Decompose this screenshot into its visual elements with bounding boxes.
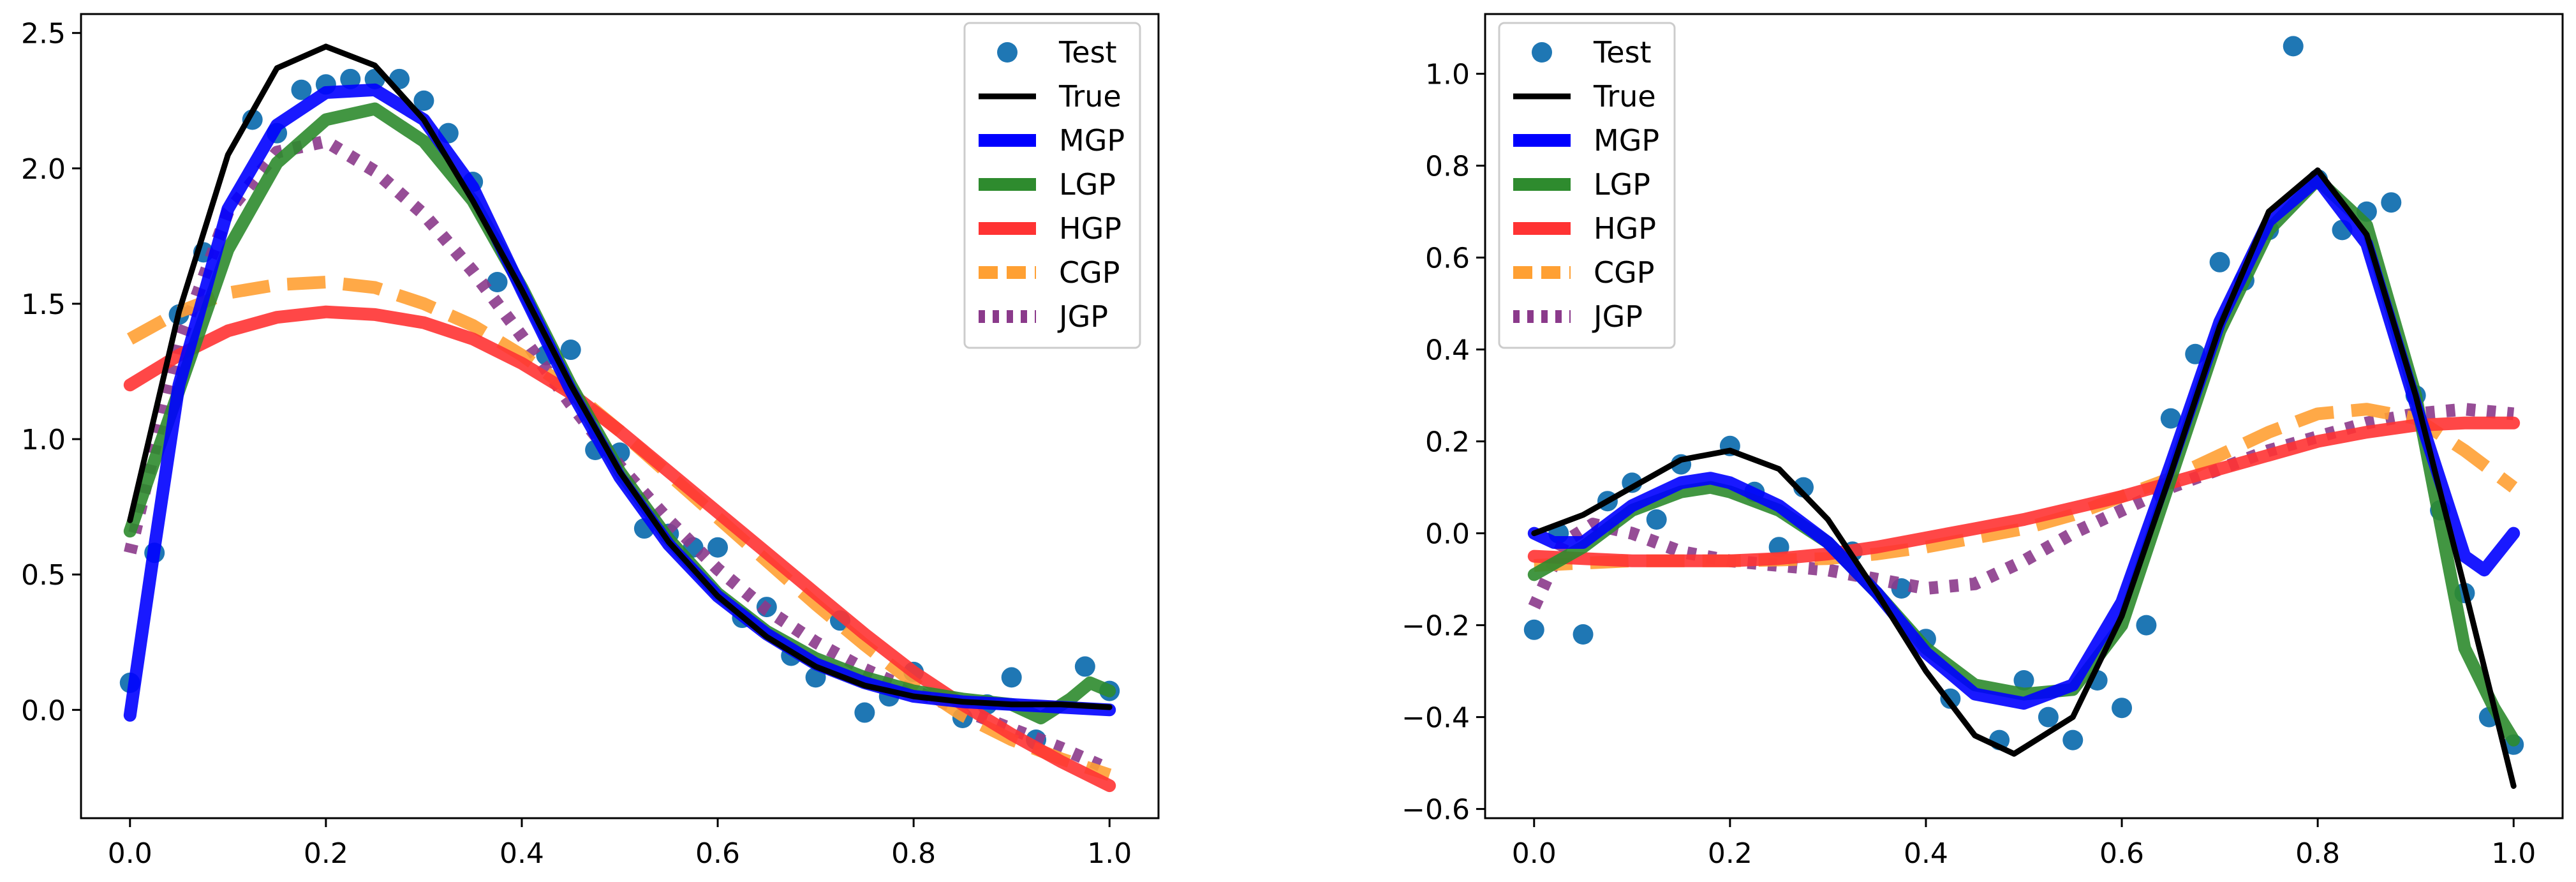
series-line-true <box>1531 167 2517 789</box>
x-tick-label: 0.6 <box>695 837 740 870</box>
data-point <box>2283 36 2304 57</box>
legend-marker-test <box>997 42 1018 63</box>
series-line-true <box>127 43 1113 710</box>
y-tick-label: −0.2 <box>1402 610 1470 643</box>
legend-label-hgp: HGP <box>1059 211 1121 246</box>
data-point <box>413 90 434 111</box>
data-point <box>487 272 508 292</box>
legend: Test True MGP LGP HGP CGP JGP <box>963 22 1141 349</box>
axes-frame <box>1484 13 2564 819</box>
legend: Test True MGP LGP HGP CGP JGP <box>1498 22 1676 349</box>
y-tick-label: 1.0 <box>21 424 66 456</box>
y-tick-label: 0.0 <box>1425 518 1470 551</box>
y-tick-label: 0.0 <box>21 694 66 727</box>
x-tick-label: 0.0 <box>1512 837 1557 870</box>
legend-label-true: True <box>1058 79 1121 114</box>
data-point <box>2038 706 2059 728</box>
x-tick-label: 1.0 <box>1087 837 1132 870</box>
legend-marker-test <box>1532 42 1552 63</box>
legend-label-true: True <box>1593 79 1656 114</box>
y-tick-label: 0.5 <box>21 559 66 592</box>
x-tick-label: 0.8 <box>891 837 936 870</box>
data-point <box>2112 698 2133 719</box>
legend-label-lgp: LGP <box>1594 167 1650 202</box>
data-point <box>560 340 581 361</box>
data-point <box>1001 667 1022 688</box>
x-tick-label: 0.2 <box>304 837 348 870</box>
series-line-jgp <box>1528 403 2515 609</box>
legend-label-test: Test <box>1593 35 1652 70</box>
data-point <box>2209 251 2230 273</box>
plot-area <box>119 43 1120 793</box>
legend-label-mgp: MGP <box>1059 123 1125 158</box>
series-line-hgp <box>1527 416 2520 567</box>
data-point <box>1646 509 1667 530</box>
left-chart: 0.0 0.2 0.4 0.6 0.8 1.0 0.0 0.5 1.0 1.5 2.0 2.5 Test… <box>21 13 1160 870</box>
data-point <box>2136 615 2157 636</box>
x-tick-label: 0.4 <box>500 837 544 870</box>
legend-label-cgp: CGP <box>1059 255 1120 290</box>
y-tick-label: 0.6 <box>1425 243 1470 275</box>
series-line-lgp <box>123 102 1116 724</box>
series-line-mgp <box>1527 173 2520 710</box>
legend-label-cgp: CGP <box>1594 255 1655 290</box>
data-point <box>1573 624 1594 645</box>
y-tick-label: 0.4 <box>1425 334 1470 367</box>
data-point <box>2062 729 2084 751</box>
x-tick-label: 0.6 <box>2099 837 2144 870</box>
right-chart: 0.0 0.2 0.4 0.6 0.8 1.0 −0.6 −0.4 −0.2 0.0 0.2 0.4 0… <box>1402 13 2564 870</box>
legend-label-mgp: MGP <box>1594 123 1659 158</box>
data-point <box>2381 192 2402 213</box>
y-tick-label: −0.4 <box>1402 702 1470 735</box>
x-tick-label: 0.4 <box>1904 837 1948 870</box>
legend-label-hgp: HGP <box>1594 211 1656 246</box>
data-point <box>291 79 312 100</box>
legend-label-jgp: JGP <box>1592 299 1643 334</box>
y-tick-label: −0.6 <box>1402 794 1470 826</box>
data-point <box>1074 656 1095 677</box>
y-tick-label: 2.0 <box>21 153 66 186</box>
y-tick-label: 1.5 <box>21 288 66 321</box>
series-line-mgp <box>123 83 1116 722</box>
data-point <box>340 68 361 89</box>
axes-frame <box>80 13 1160 819</box>
legend-label-lgp: LGP <box>1059 167 1116 202</box>
y-tick-label: 2.5 <box>21 18 66 50</box>
y-tick-label: 0.8 <box>1425 151 1470 183</box>
data-point <box>2160 408 2181 429</box>
y-tick-label: 1.0 <box>1425 59 1470 91</box>
x-tick-label: 1.0 <box>2491 837 2536 870</box>
x-tick-label: 0.8 <box>2295 837 2340 870</box>
x-tick-label: 0.2 <box>1708 837 1752 870</box>
data-point <box>854 702 875 723</box>
data-point <box>2013 670 2034 691</box>
plot-area <box>1523 36 2524 789</box>
x-tick-label: 0.0 <box>108 837 152 870</box>
data-point <box>707 537 729 558</box>
legend-label-test: Test <box>1058 35 1117 70</box>
y-tick-label: 0.2 <box>1425 426 1470 459</box>
data-point <box>1523 619 1544 640</box>
legend-label-jgp: JGP <box>1057 299 1108 334</box>
